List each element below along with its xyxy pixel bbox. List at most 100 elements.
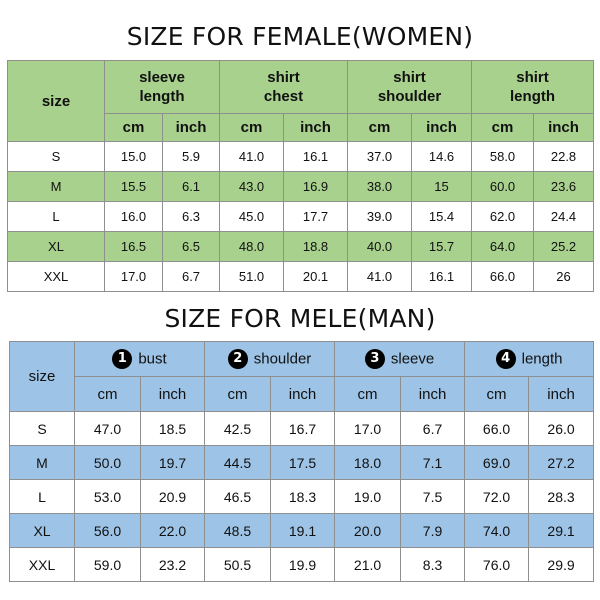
value-cell: 7.9 bbox=[400, 513, 466, 548]
value-cell: 29.1 bbox=[528, 513, 595, 548]
size-cell: XL bbox=[9, 513, 75, 548]
value-cell: 15.5 bbox=[104, 171, 163, 202]
value-cell: 74.0 bbox=[464, 513, 530, 548]
value-cell: 50.5 bbox=[204, 547, 272, 582]
unit-cm-header: cm bbox=[347, 113, 413, 142]
value-cell: 20.9 bbox=[139, 479, 206, 514]
value-cell: 14.6 bbox=[411, 141, 473, 172]
value-cell: 47.0 bbox=[74, 411, 141, 446]
value-cell: 16.9 bbox=[283, 171, 349, 202]
value-cell: 66.0 bbox=[471, 261, 535, 292]
value-cell: 18.5 bbox=[139, 411, 206, 446]
value-cell: 16.5 bbox=[104, 231, 163, 262]
value-cell: 53.0 bbox=[74, 479, 141, 514]
value-cell: 76.0 bbox=[464, 547, 530, 582]
table-row: XL 56.0 22.0 48.5 19.1 20.0 7.9 74.0 29.… bbox=[9, 513, 595, 548]
value-cell: 17.5 bbox=[270, 445, 336, 480]
value-cell: 18.0 bbox=[334, 445, 402, 480]
men-size-chart-title: SIZE FOR MELE(MAN) bbox=[164, 304, 436, 333]
value-cell: 17.7 bbox=[283, 201, 349, 232]
value-cell: 26.0 bbox=[528, 411, 595, 446]
value-cell: 51.0 bbox=[219, 261, 285, 292]
value-cell: 24.4 bbox=[533, 201, 595, 232]
size-cell: S bbox=[9, 411, 75, 446]
value-cell: 18.3 bbox=[270, 479, 336, 514]
value-cell: 43.0 bbox=[219, 171, 285, 202]
men-size-table: size 1 bust 2 shoulder 3 sleeve 4 length cm … bbox=[9, 341, 595, 582]
table-row: S 47.0 18.5 42.5 16.7 17.0 6.7 66.0 26.0 bbox=[9, 411, 595, 446]
value-cell: 16.0 bbox=[104, 201, 163, 232]
size-cell: M bbox=[7, 171, 105, 202]
unit-cm-header: cm bbox=[464, 376, 530, 412]
table-row: XXL 17.0 6.7 51.0 20.1 41.0 16.1 66.0 26 bbox=[7, 261, 595, 292]
unit-inch-header: inch bbox=[411, 113, 473, 142]
value-cell: 38.0 bbox=[347, 171, 413, 202]
value-cell: 19.0 bbox=[334, 479, 402, 514]
value-cell: 48.5 bbox=[204, 513, 272, 548]
value-cell: 15.4 bbox=[411, 201, 473, 232]
value-cell: 21.0 bbox=[334, 547, 402, 582]
number-4-badge-icon: 4 bbox=[495, 349, 516, 369]
unit-cm-header: cm bbox=[334, 376, 402, 412]
value-cell: 28.3 bbox=[528, 479, 595, 514]
value-cell: 45.0 bbox=[219, 201, 285, 232]
value-cell: 60.0 bbox=[471, 171, 535, 202]
table-row: L 16.0 6.3 45.0 17.7 39.0 15.4 62.0 24.4 bbox=[7, 201, 595, 232]
value-cell: 48.0 bbox=[219, 231, 285, 262]
value-cell: 16.7 bbox=[270, 411, 336, 446]
shirt-shoulder-header: shirt shoulder bbox=[347, 60, 473, 114]
value-cell: 66.0 bbox=[464, 411, 530, 446]
value-cell: 17.0 bbox=[334, 411, 402, 446]
value-cell: 72.0 bbox=[464, 479, 530, 514]
value-cell: 23.6 bbox=[533, 171, 595, 202]
value-cell: 64.0 bbox=[471, 231, 535, 262]
value-cell: 41.0 bbox=[347, 261, 413, 292]
women-size-chart-title: SIZE FOR FEMALE(WOMEN) bbox=[126, 22, 474, 51]
value-cell: 6.5 bbox=[161, 231, 221, 262]
value-cell: 25.2 bbox=[533, 231, 595, 262]
table-row: S 15.0 5.9 41.0 16.1 37.0 14.6 58.0 22.8 bbox=[7, 141, 595, 172]
value-cell: 26 bbox=[533, 261, 595, 292]
unit-inch-header: inch bbox=[270, 376, 336, 412]
unit-inch-header: inch bbox=[533, 113, 595, 142]
sleeve-length-header: sleeve length bbox=[103, 60, 221, 114]
unit-cm-header: cm bbox=[219, 113, 285, 142]
value-cell: 8.3 bbox=[400, 547, 466, 582]
unit-inch-header: inch bbox=[283, 113, 349, 142]
size-column-header: size bbox=[7, 60, 105, 142]
number-2-badge-icon: 2 bbox=[227, 349, 248, 369]
unit-inch-header: inch bbox=[139, 376, 206, 412]
value-cell: 7.1 bbox=[400, 445, 466, 480]
value-cell: 6.1 bbox=[161, 171, 221, 202]
value-cell: 40.0 bbox=[347, 231, 413, 262]
value-cell: 6.7 bbox=[161, 261, 221, 292]
value-cell: 20.1 bbox=[283, 261, 349, 292]
shoulder-header: 2 shoulder bbox=[204, 341, 336, 377]
size-cell: L bbox=[9, 479, 75, 514]
size-cell: XXL bbox=[7, 261, 105, 292]
unit-inch-header: inch bbox=[528, 376, 595, 412]
value-cell: 29.9 bbox=[528, 547, 595, 582]
unit-cm-header: cm bbox=[471, 113, 535, 142]
value-cell: 6.7 bbox=[400, 411, 466, 446]
value-cell: 22.0 bbox=[139, 513, 206, 548]
value-cell: 5.9 bbox=[161, 141, 221, 172]
unit-cm-header: cm bbox=[204, 376, 272, 412]
unit-inch-header: inch bbox=[161, 113, 221, 142]
table-row: XL 16.5 6.5 48.0 18.8 40.0 15.7 64.0 25.… bbox=[7, 231, 595, 262]
value-cell: 16.1 bbox=[283, 141, 349, 172]
length-header: 4 length bbox=[464, 341, 595, 377]
value-cell: 19.9 bbox=[270, 547, 336, 582]
size-cell: L bbox=[7, 201, 105, 232]
table-row: M 50.0 19.7 44.5 17.5 18.0 7.1 69.0 27.2 bbox=[9, 445, 595, 480]
value-cell: 37.0 bbox=[347, 141, 413, 172]
shirt-chest-header: shirt chest bbox=[219, 60, 349, 114]
value-cell: 6.3 bbox=[161, 201, 221, 232]
number-1-badge-icon: 1 bbox=[112, 349, 133, 369]
value-cell: 39.0 bbox=[347, 201, 413, 232]
value-cell: 19.1 bbox=[270, 513, 336, 548]
value-cell: 41.0 bbox=[219, 141, 285, 172]
value-cell: 27.2 bbox=[528, 445, 595, 480]
shirt-length-header: shirt length bbox=[471, 60, 595, 114]
value-cell: 46.5 bbox=[204, 479, 272, 514]
